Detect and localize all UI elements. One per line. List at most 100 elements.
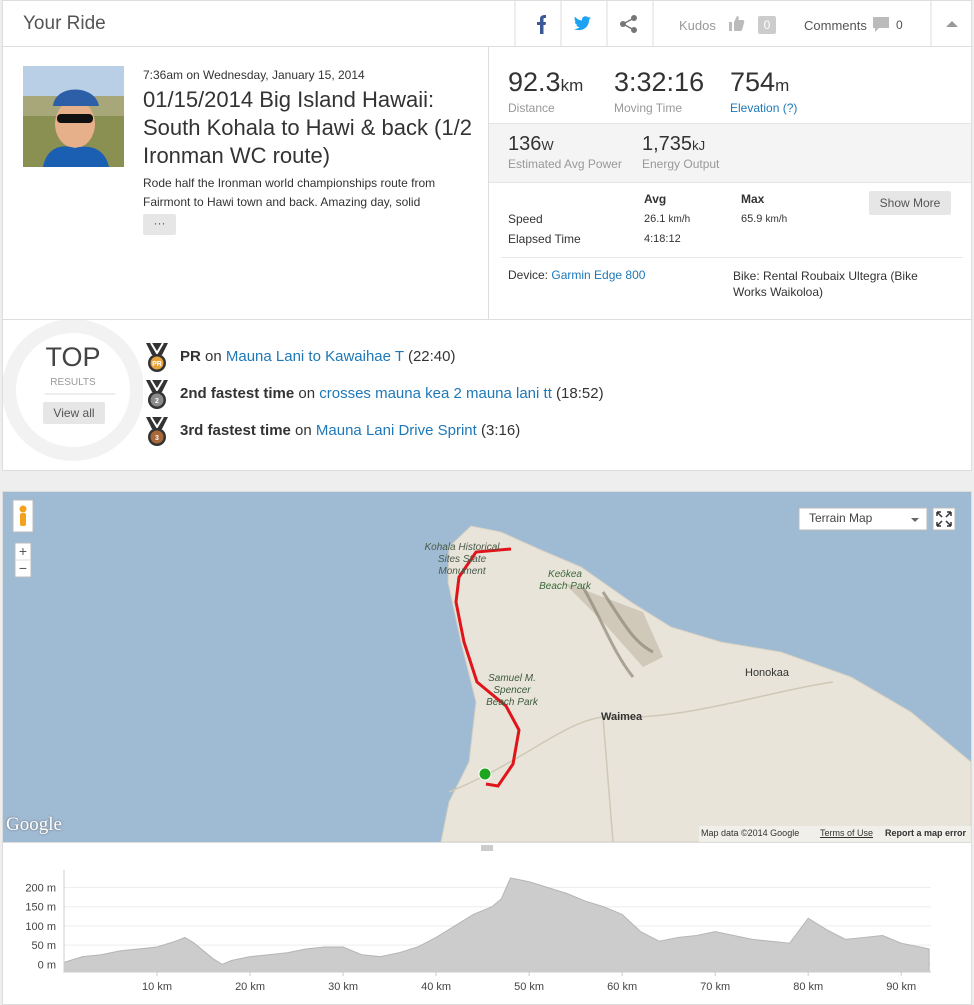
value: 92.3 <box>508 67 561 97</box>
view-all-button[interactable]: View all <box>43 402 105 424</box>
segment-link[interactable]: Mauna Lani Drive Sprint <box>315 422 477 439</box>
unit: km <box>560 76 584 95</box>
share-icon[interactable] <box>620 15 637 33</box>
unit: W <box>541 138 554 153</box>
activity-datetime: 7:36am on Wednesday, January 15, 2014 <box>143 68 365 82</box>
secondary-stats-bg <box>489 123 971 183</box>
top-subtitle: RESULTS <box>50 377 96 388</box>
stat-label[interactable]: Elevation (?) <box>730 101 798 115</box>
row-label: Speed <box>508 212 543 226</box>
table-header: Max <box>741 192 765 206</box>
connector: on <box>205 348 222 365</box>
segment-time: (22:40) <box>407 348 456 365</box>
stat-label: Moving Time <box>614 101 683 115</box>
y-tick-label: 150 m <box>25 902 56 914</box>
unit: km/h <box>668 214 691 225</box>
max-speed: 65.9 km/h <box>741 213 787 225</box>
map-label: Samuel M. Spencer Beach Park <box>486 673 538 708</box>
bike: Bike: Rental Roubaix Ultegra (Bike Works… <box>733 269 918 299</box>
result-row: PR on Mauna Lani to Kawaihae T (22:40) <box>180 348 455 365</box>
device-label: Device: <box>508 268 549 282</box>
y-tick-label: 50 m <box>32 940 56 952</box>
zoom-in[interactable]: + <box>18 543 28 559</box>
laurel <box>3 320 143 461</box>
terms-link[interactable]: Terms of Use <box>820 828 874 838</box>
x-tick-label: 10 km <box>142 981 172 993</box>
activity-panel: 7:36am on Wednesday, January 15, 2014 01… <box>2 46 972 320</box>
stat-value: 754m <box>730 67 789 98</box>
x-tick-label: 50 km <box>514 981 544 993</box>
medal-icon: 3 <box>146 416 168 446</box>
map-type-select[interactable]: Terrain Map <box>809 511 873 525</box>
resize-handle[interactable] <box>481 845 493 851</box>
segment-link[interactable]: Mauna Lani to Kawaihae T <box>225 348 404 365</box>
medal-badge: 3 <box>155 435 159 442</box>
kudos-icon[interactable] <box>729 16 745 31</box>
header-bar: Your Ride Kudos 0 Comments 0 <box>2 0 972 47</box>
kudos-label[interactable]: Kudos <box>679 18 716 33</box>
y-tick-label: 0 m <box>38 959 56 971</box>
elapsed-time: 4:18:12 <box>644 233 681 245</box>
top-results-panel: TOP RESULTS View all PR PR on Mauna Lani … <box>2 319 972 471</box>
elevation-area <box>63 877 930 973</box>
stat-label: Estimated Avg Power <box>508 157 622 171</box>
x-tick-label: 80 km <box>793 981 823 993</box>
zoom-out[interactable]: − <box>18 560 28 576</box>
unit: km/h <box>765 214 788 225</box>
map-label: Waimea <box>601 711 643 723</box>
comments-label[interactable]: Comments <box>804 18 867 33</box>
connector: on <box>295 422 312 439</box>
stat-value: 3:32:16 <box>614 67 704 98</box>
connector: on <box>298 385 316 402</box>
page-title: Your Ride <box>23 13 106 34</box>
device-link[interactable]: Garmin Edge 800 <box>551 268 646 282</box>
result-row: 3rd fastest time on Mauna Lani Drive Spr… <box>180 422 520 439</box>
elevation-chart: 0 m 50 m 100 m 150 m 200 m 10 km 20 km 30 km 40 … <box>25 845 931 993</box>
kudos-badge <box>758 16 776 34</box>
achievement: PR <box>180 348 201 365</box>
facebook-icon[interactable] <box>537 15 546 34</box>
stat-value: 1,735kJ <box>642 133 705 156</box>
x-tick-label: 90 km <box>886 981 916 993</box>
device: Device: Garmin Edge 800 <box>508 268 645 282</box>
show-more-button[interactable]: Show More <box>869 191 951 215</box>
value: 754 <box>730 67 776 97</box>
comments-count: 0 <box>896 18 903 32</box>
avatar[interactable] <box>23 66 124 167</box>
value: 1,735 <box>642 133 693 155</box>
value: 65.9 <box>741 213 763 225</box>
header-icons <box>514 1 958 47</box>
divider <box>488 47 489 319</box>
map-label: Keōkea Beach Park <box>539 569 591 592</box>
x-tick-label: 20 km <box>235 981 265 993</box>
map-canvas <box>3 492 971 842</box>
twitter-icon[interactable] <box>574 16 591 31</box>
segment-time: (3:16) <box>481 422 521 439</box>
google-logo[interactable]: Google <box>6 814 62 835</box>
medal-icon: PR <box>146 342 168 372</box>
stat-value: 92.3km <box>508 67 583 98</box>
activity-description: Rode half the Ironman world championship… <box>143 176 436 209</box>
collapse-caret[interactable] <box>946 21 958 27</box>
activity-title: 01/15/2014 Big Island Hawaii: South Koha… <box>143 87 472 168</box>
medal-icon: 2 <box>146 379 168 409</box>
stat-label: Distance <box>508 101 555 115</box>
y-tick-label: 100 m <box>25 921 56 933</box>
comment-icon[interactable] <box>873 17 889 32</box>
achievement: 2nd fastest time <box>180 385 295 402</box>
map[interactable]: + − Terrain Map Kohala Historical Sites … <box>2 491 972 843</box>
separator <box>501 257 963 258</box>
y-tick-label: 200 m <box>25 883 56 895</box>
x-tick-label: 30 km <box>328 981 358 993</box>
unit: m <box>775 76 790 95</box>
medal-badge: 2 <box>155 398 159 405</box>
result-row: 2nd fastest time on crosses mauna kea 2 … <box>180 385 604 402</box>
report-link[interactable]: Report a map error <box>885 828 967 838</box>
map-attribution: Map data ©2014 Google <box>701 828 800 838</box>
kudos-count: 0 <box>763 18 771 32</box>
map-label: Kohala Historical Sites State Monument <box>424 542 500 577</box>
segment-link[interactable]: crosses mauna kea 2 mauna lani tt <box>319 385 552 402</box>
x-tick-label: 40 km <box>421 981 451 993</box>
more-button[interactable]: ··· <box>143 214 176 235</box>
